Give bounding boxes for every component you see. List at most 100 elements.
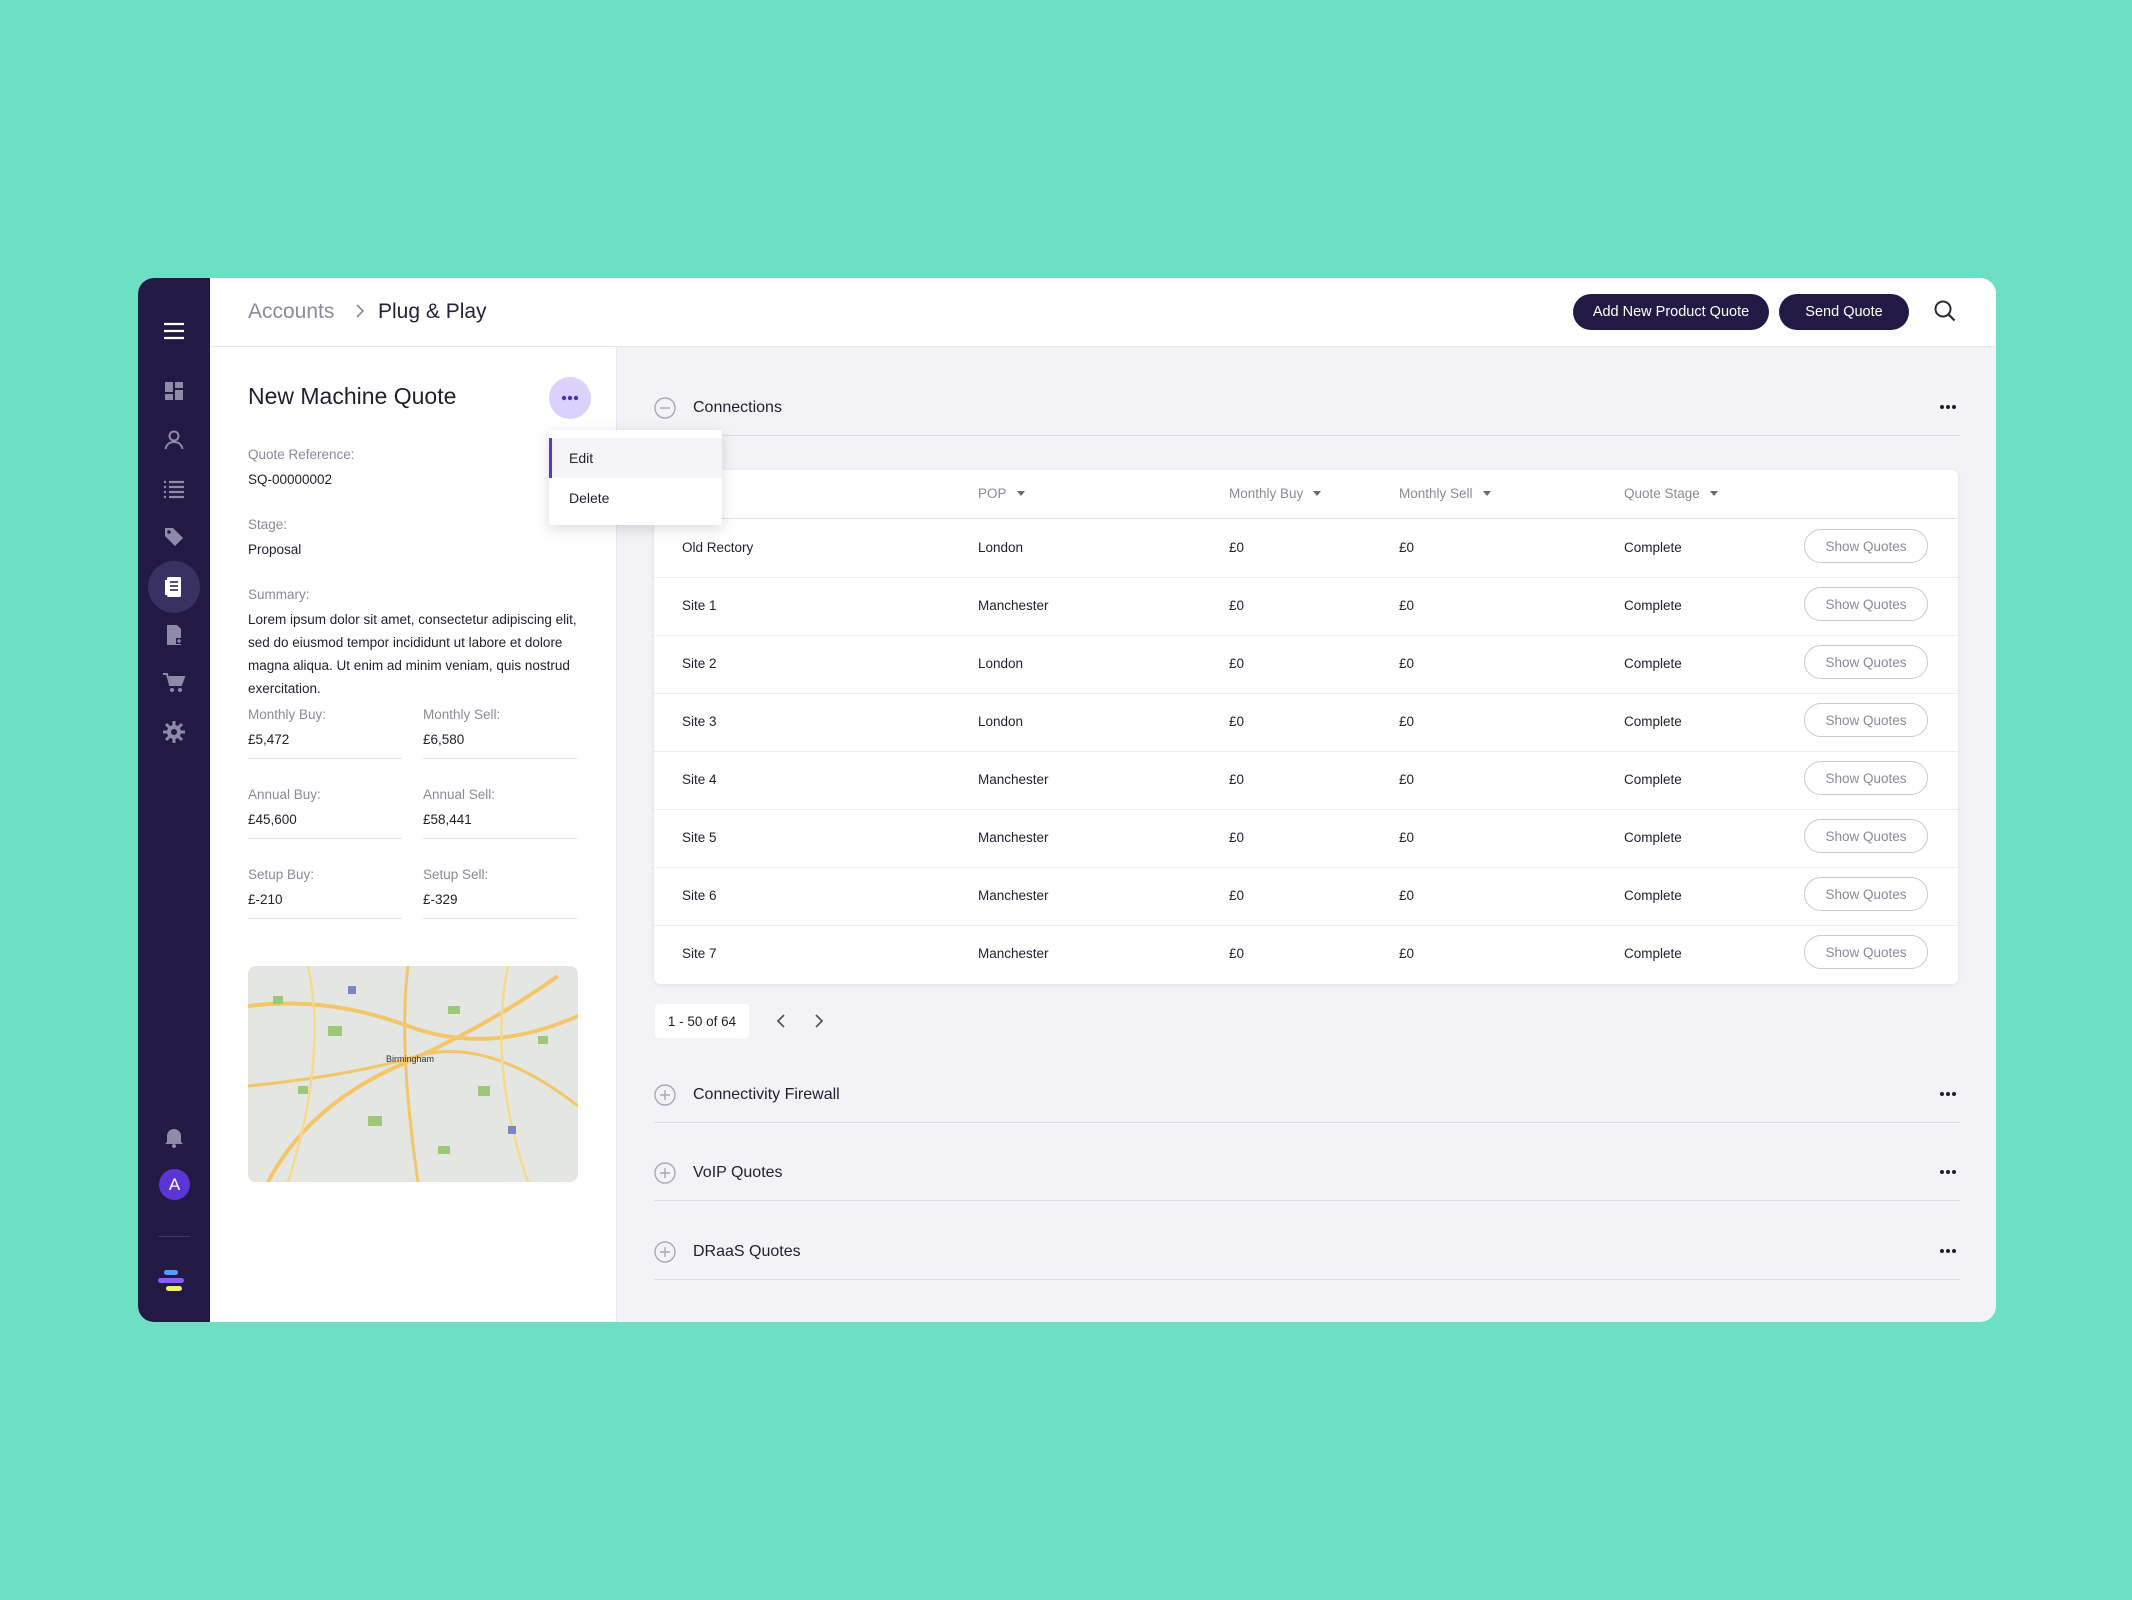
setup-buy-label: Setup Buy:: [248, 867, 315, 882]
cell-quote-stage: Complete: [1624, 946, 1682, 961]
show-quotes-button[interactable]: Show Quotes: [1804, 819, 1928, 853]
more-icon: [561, 395, 579, 401]
header-divider: [654, 518, 1958, 519]
cell-site-name: Site 3: [682, 714, 717, 729]
table-row: Site 7 Manchester £0 £0 Complete Show Quotes: [654, 925, 1958, 983]
cell-quote-stage: Complete: [1624, 830, 1682, 845]
summary-label: Summary:: [248, 587, 310, 602]
collapse-icon[interactable]: [654, 397, 676, 419]
gear-icon[interactable]: [138, 712, 210, 752]
search-icon[interactable]: [1932, 298, 1958, 324]
expand-icon[interactable]: [654, 1084, 676, 1106]
column-header-quote-stage[interactable]: Quote Stage: [1624, 486, 1718, 501]
add-new-product-quote-button[interactable]: Add New Product Quote: [1573, 294, 1769, 330]
cell-monthly-buy: £0: [1229, 772, 1245, 787]
expand-icon[interactable]: [654, 1241, 676, 1263]
cell-monthly-sell: £0: [1399, 830, 1415, 845]
cell-pop: London: [978, 540, 1024, 555]
sort-caret-icon: [1709, 491, 1718, 496]
show-quotes-button[interactable]: Show Quotes: [1804, 703, 1928, 737]
setup-sell-value: £-329: [423, 892, 458, 907]
breadcrumb-current: Plug & Play: [378, 300, 487, 323]
brand-logo[interactable]: [158, 1268, 190, 1296]
cell-monthly-buy: £0: [1229, 888, 1245, 903]
tag-icon[interactable]: [138, 517, 210, 557]
cell-quote-stage: Complete: [1624, 598, 1682, 613]
next-page-icon[interactable]: [808, 1011, 828, 1031]
section-title: Connectivity Firewall: [693, 1086, 840, 1103]
column-header-monthly-sell[interactable]: Monthly Sell: [1399, 486, 1491, 501]
more-icon[interactable]: [1936, 1243, 1960, 1259]
more-icon[interactable]: [1936, 1164, 1960, 1180]
bell-icon[interactable]: [138, 1117, 210, 1157]
cell-pop: London: [978, 714, 1024, 729]
divider: [423, 918, 577, 919]
cell-pop: Manchester: [978, 888, 1049, 903]
setup-sell-label: Setup Sell:: [423, 867, 489, 882]
table-row: Old Rectory London £0 £0 Complete Show Quotes: [654, 519, 1958, 578]
cell-site-name: Site 7: [682, 946, 717, 961]
cell-quote-stage: Complete: [1624, 540, 1682, 555]
cell-quote-stage: Complete: [1624, 888, 1682, 903]
section-title: VoIP Quotes: [693, 1164, 783, 1181]
more-icon[interactable]: [1936, 399, 1960, 415]
section-title: Connections: [693, 399, 782, 416]
send-quote-button[interactable]: Send Quote: [1779, 294, 1909, 330]
column-header-monthly-buy[interactable]: Monthly Buy: [1229, 486, 1322, 501]
user-icon[interactable]: [138, 420, 210, 460]
menu-item-edit[interactable]: Edit: [549, 438, 722, 478]
menu-item-delete[interactable]: Delete: [569, 490, 610, 506]
file-icon[interactable]: [138, 615, 210, 655]
header-label: Monthly Sell: [1399, 486, 1473, 501]
document-icon[interactable]: [138, 561, 210, 613]
cell-quote-stage: Complete: [1624, 772, 1682, 787]
app-window: A Accounts Plug & Play Add New Product Q…: [138, 278, 1996, 1322]
cell-pop: London: [978, 656, 1024, 671]
section-draas-quotes: DRaaS Quotes: [654, 1233, 1960, 1280]
connections-table: POP Monthly Buy Monthly Sell Quote Stage…: [654, 470, 1958, 984]
column-header-pop[interactable]: POP: [978, 486, 1025, 501]
avatar-initial: A: [168, 1174, 181, 1194]
sort-caret-icon: [1313, 491, 1322, 496]
table-row: Site 3 London £0 £0 Complete Show Quotes: [654, 693, 1958, 752]
header-label: POP: [978, 486, 1007, 501]
cell-monthly-buy: £0: [1229, 656, 1245, 671]
show-quotes-button[interactable]: Show Quotes: [1804, 877, 1928, 911]
cell-pop: Manchester: [978, 830, 1049, 845]
cell-monthly-sell: £0: [1399, 714, 1415, 729]
show-quotes-button[interactable]: Show Quotes: [1804, 761, 1928, 795]
quote-options-button[interactable]: [549, 377, 591, 419]
divider: [423, 758, 577, 759]
list-icon[interactable]: [138, 469, 210, 509]
annual-sell-label: Annual Sell:: [423, 787, 496, 802]
header-label: Quote Stage: [1624, 486, 1700, 501]
section-connectivity-firewall: Connectivity Firewall: [654, 1076, 1960, 1123]
breadcrumb-accounts[interactable]: Accounts: [248, 300, 335, 323]
expand-icon[interactable]: [654, 1162, 676, 1184]
quote-options-menu: Edit Delete: [549, 430, 722, 525]
show-quotes-button[interactable]: Show Quotes: [1804, 935, 1928, 969]
cell-monthly-buy: £0: [1229, 830, 1245, 845]
menu-icon[interactable]: [138, 311, 210, 351]
cell-monthly-buy: £0: [1229, 598, 1245, 613]
location-map[interactable]: Birmingham: [248, 966, 578, 1182]
show-quotes-button[interactable]: Show Quotes: [1804, 645, 1928, 679]
stage-value: Proposal: [248, 542, 302, 557]
show-quotes-button[interactable]: Show Quotes: [1804, 529, 1928, 563]
avatar[interactable]: A: [159, 1169, 190, 1200]
table-row: Site 2 London £0 £0 Complete Show Quotes: [654, 635, 1958, 694]
cell-monthly-sell: £0: [1399, 598, 1415, 613]
table-row: Site 4 Manchester £0 £0 Complete Show Quotes: [654, 751, 1958, 810]
section-title: DRaaS Quotes: [693, 1243, 801, 1260]
dashboard-icon[interactable]: [138, 371, 210, 411]
show-quotes-button[interactable]: Show Quotes: [1804, 587, 1928, 621]
divider: [248, 838, 402, 839]
more-icon[interactable]: [1936, 1086, 1960, 1102]
prev-page-icon[interactable]: [772, 1011, 792, 1031]
cell-site-name: Site 6: [682, 888, 717, 903]
quote-title: New Machine Quote: [248, 383, 457, 409]
monthly-sell-value: £6,580: [423, 732, 465, 747]
annual-buy-label: Annual Buy:: [248, 787, 321, 802]
cart-icon[interactable]: [138, 663, 210, 703]
sort-caret-icon: [1016, 491, 1025, 496]
